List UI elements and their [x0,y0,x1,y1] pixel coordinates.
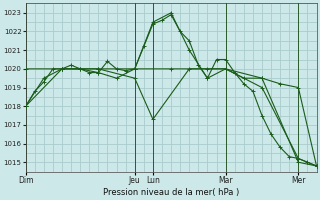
X-axis label: Pression niveau de la mer( hPa ): Pression niveau de la mer( hPa ) [103,188,239,197]
